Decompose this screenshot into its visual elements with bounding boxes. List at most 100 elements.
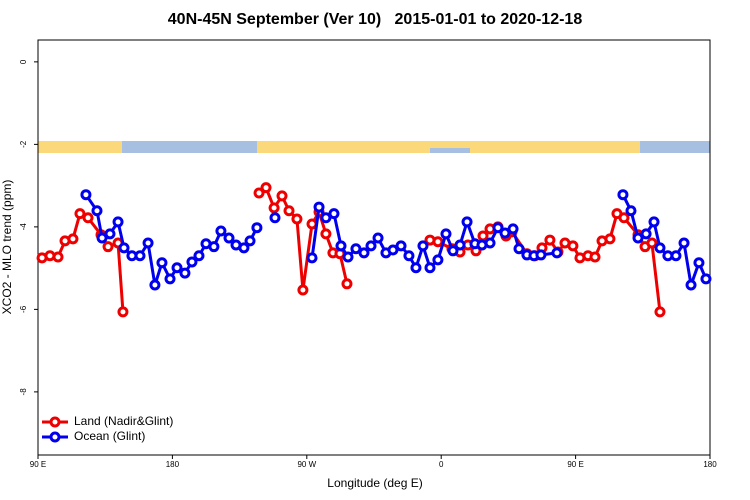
point [142, 237, 154, 249]
point [417, 240, 429, 252]
point [244, 235, 256, 247]
point [104, 228, 116, 240]
point [82, 212, 94, 224]
x-tick-label: 180 [703, 460, 717, 469]
point [251, 222, 263, 234]
plot-frame [37, 39, 711, 456]
point [313, 201, 325, 213]
point [297, 284, 309, 296]
point [320, 228, 332, 240]
point [156, 257, 168, 269]
point [96, 232, 108, 244]
point [350, 243, 362, 255]
point [149, 279, 161, 291]
point [335, 240, 347, 252]
x-tick-label: 180 [166, 460, 180, 469]
point [648, 216, 660, 228]
point [513, 243, 525, 255]
point [670, 250, 682, 262]
point [477, 230, 489, 242]
legend-label: Land (Nadir&Glint) [74, 414, 173, 428]
point [432, 254, 444, 266]
land-ocean-strip [38, 141, 710, 153]
point [164, 273, 176, 285]
legend-marker [49, 416, 61, 428]
point [291, 213, 303, 225]
point [186, 256, 198, 268]
point [461, 216, 473, 228]
point [80, 189, 92, 201]
legend-marker [49, 431, 61, 443]
point [387, 244, 399, 256]
point [208, 241, 220, 253]
point [589, 251, 601, 263]
point [134, 250, 146, 262]
point [341, 278, 353, 290]
land-strip [470, 141, 640, 153]
point [358, 247, 370, 259]
point [640, 228, 652, 240]
point [74, 208, 86, 220]
y-tick-label: 0 [19, 59, 28, 64]
point [52, 251, 64, 263]
point [320, 212, 332, 224]
point [551, 247, 563, 259]
point [632, 232, 644, 244]
land-strip [38, 141, 122, 153]
x-tick-label: 90 E [567, 460, 583, 469]
point [253, 187, 265, 199]
y-tick-label: -6 [19, 305, 28, 313]
point [365, 240, 377, 252]
x-tick-label: 90 E [30, 460, 46, 469]
y-tick-label: -2 [19, 140, 28, 148]
point [625, 205, 637, 217]
point [499, 227, 511, 239]
point [342, 251, 354, 263]
point [179, 267, 191, 279]
chart-title: 40N-45N September (Ver 10) 2015-01-01 to… [168, 11, 583, 28]
point [440, 228, 452, 240]
point [117, 306, 129, 318]
point [328, 208, 340, 220]
point [223, 232, 235, 244]
point [67, 233, 79, 245]
legend-label: Ocean (Glint) [74, 429, 145, 443]
point [269, 212, 281, 224]
point [403, 250, 415, 262]
point [215, 225, 227, 237]
point [507, 223, 519, 235]
land-strip [257, 141, 430, 153]
point [567, 240, 579, 252]
point [260, 182, 272, 194]
point [678, 237, 690, 249]
point [492, 222, 504, 234]
point [432, 236, 444, 248]
point [454, 239, 466, 251]
x-axis-label: Longitude (deg E) [327, 476, 422, 490]
point [193, 250, 205, 262]
point [646, 237, 658, 249]
point [617, 189, 629, 201]
point [102, 241, 114, 253]
point [654, 306, 666, 318]
point [372, 232, 384, 244]
point [424, 262, 436, 274]
point [544, 234, 556, 246]
x-tick-label: 90 W [297, 460, 316, 469]
point [283, 205, 295, 217]
y-tick-label: -4 [19, 223, 28, 231]
point [700, 273, 712, 285]
point [171, 262, 183, 274]
point [306, 252, 318, 264]
point [484, 237, 496, 249]
point [112, 216, 124, 228]
point [654, 242, 666, 254]
point [268, 202, 280, 214]
point [618, 212, 630, 224]
point [685, 279, 697, 291]
point [395, 240, 407, 252]
x-tick-label: 0 [439, 460, 444, 469]
point [693, 257, 705, 269]
point [91, 205, 103, 217]
